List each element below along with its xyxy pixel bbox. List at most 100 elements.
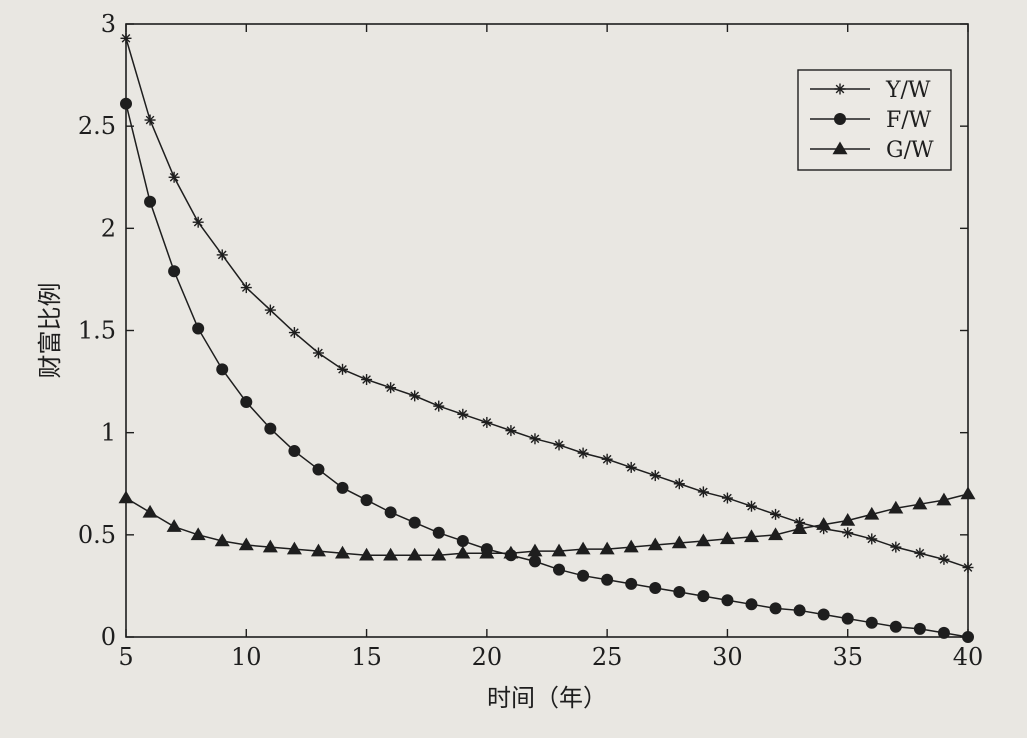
series-group [118, 32, 976, 643]
x-tick-label: 5 [118, 643, 133, 671]
data-point-f-w [216, 363, 229, 376]
data-point-g-w [792, 521, 808, 534]
asterisk-stroke [963, 563, 973, 572]
x-tick-label: 10 [231, 643, 262, 671]
asterisk-stroke [650, 471, 660, 480]
data-point-y-w [168, 171, 180, 183]
data-point-y-w [240, 282, 252, 294]
asterisk-stroke [602, 454, 612, 464]
asterisk-stroke [554, 440, 564, 450]
data-point-g-w [864, 506, 880, 520]
data-point-y-w [264, 304, 276, 316]
data-point-f-w [769, 602, 782, 615]
data-point-g-w [286, 541, 302, 555]
data-point-y-w [697, 486, 709, 498]
data-point-y-w [361, 374, 373, 386]
data-point-y-w [409, 390, 421, 402]
asterisk-stroke [121, 33, 131, 43]
data-point-g-w [359, 547, 375, 561]
asterisk-stroke [338, 364, 347, 374]
x-tick-label: 40 [953, 643, 984, 671]
asterisk-stroke [217, 250, 227, 260]
data-point-g-w [743, 529, 759, 543]
data-point-y-w [914, 547, 926, 559]
data-point-f-w [553, 563, 566, 576]
data-point-f-w [649, 581, 662, 594]
data-point-f-w [937, 626, 950, 639]
y-tick-label: 1 [101, 419, 116, 447]
data-point-f-w [120, 97, 132, 110]
data-point-g-w [527, 543, 543, 557]
asterisk-stroke [458, 409, 468, 419]
series-g-w [118, 486, 976, 561]
asterisk-stroke [699, 487, 708, 497]
data-point-f-w [288, 445, 301, 458]
data-point-y-w [312, 347, 324, 359]
data-point-g-w [623, 539, 639, 553]
y-axis-title: 财富比例 [36, 283, 64, 379]
asterisk-stroke [626, 463, 636, 472]
data-point-y-w [770, 508, 782, 520]
asterisk-stroke [674, 479, 684, 489]
data-point-g-w [840, 513, 856, 526]
asterisk-stroke [362, 375, 371, 384]
data-point-g-w [503, 545, 519, 559]
asterisk-stroke [145, 115, 155, 125]
asterisk-stroke [915, 548, 925, 558]
data-point-y-w [649, 470, 661, 482]
data-point-g-w [719, 531, 735, 545]
data-point-y-w [216, 249, 228, 261]
data-point-g-w [166, 519, 182, 532]
data-point-g-w [912, 496, 928, 510]
data-point-y-w [481, 416, 493, 428]
legend-marker [832, 141, 848, 155]
data-point-g-w [383, 547, 399, 561]
x-tick-label: 20 [472, 643, 503, 671]
data-point-g-w [310, 543, 326, 557]
data-point-y-w [192, 216, 204, 228]
data-point-g-w [262, 539, 278, 553]
data-point-g-w [647, 537, 663, 551]
legend-item-y-w: Y/W [810, 78, 931, 103]
data-point-f-w [841, 612, 854, 625]
data-point-f-w [793, 604, 806, 617]
ticks-group: 5 10 15 20 25 30 35 40 0 0.5 1 1.5 2 2.5 3 [78, 10, 983, 671]
legend-marker [834, 113, 846, 125]
data-point-f-w [962, 631, 974, 643]
data-point-f-w [889, 620, 902, 633]
asterisk-stroke [169, 172, 179, 182]
asterisk-stroke [747, 501, 756, 511]
data-point-f-w [913, 622, 926, 635]
data-point-y-w [553, 439, 565, 451]
y-tick-label: 2.5 [78, 112, 116, 140]
data-point-f-w [192, 322, 205, 335]
legend-label: F/W [886, 108, 932, 133]
data-point-y-w [962, 562, 974, 574]
asterisk-stroke [482, 418, 492, 427]
asterisk-stroke [386, 383, 395, 393]
asterisk-stroke [835, 84, 845, 94]
asterisk-stroke [314, 348, 323, 358]
data-point-f-w [577, 569, 590, 582]
data-point-f-w [144, 195, 157, 208]
y-tick-label: 1.5 [78, 317, 116, 345]
data-point-g-w [960, 486, 976, 500]
data-point-g-w [214, 533, 230, 547]
data-point-y-w [866, 533, 878, 545]
data-point-f-w [408, 516, 421, 529]
legend: Y/W F/W G/W [797, 69, 952, 171]
asterisk-stroke [265, 305, 275, 315]
data-point-g-w [599, 541, 615, 555]
data-point-g-w [695, 533, 711, 547]
asterisk-stroke [434, 401, 444, 411]
data-point-y-w [842, 527, 854, 539]
data-point-g-w [431, 547, 447, 561]
data-point-f-w [264, 422, 277, 435]
data-point-g-w [118, 490, 134, 504]
data-point-g-w [768, 527, 784, 541]
x-tick-label: 25 [592, 643, 623, 671]
data-point-y-w [745, 500, 757, 512]
data-point-g-w [888, 500, 904, 514]
legend-item-g-w: G/W [810, 138, 934, 163]
